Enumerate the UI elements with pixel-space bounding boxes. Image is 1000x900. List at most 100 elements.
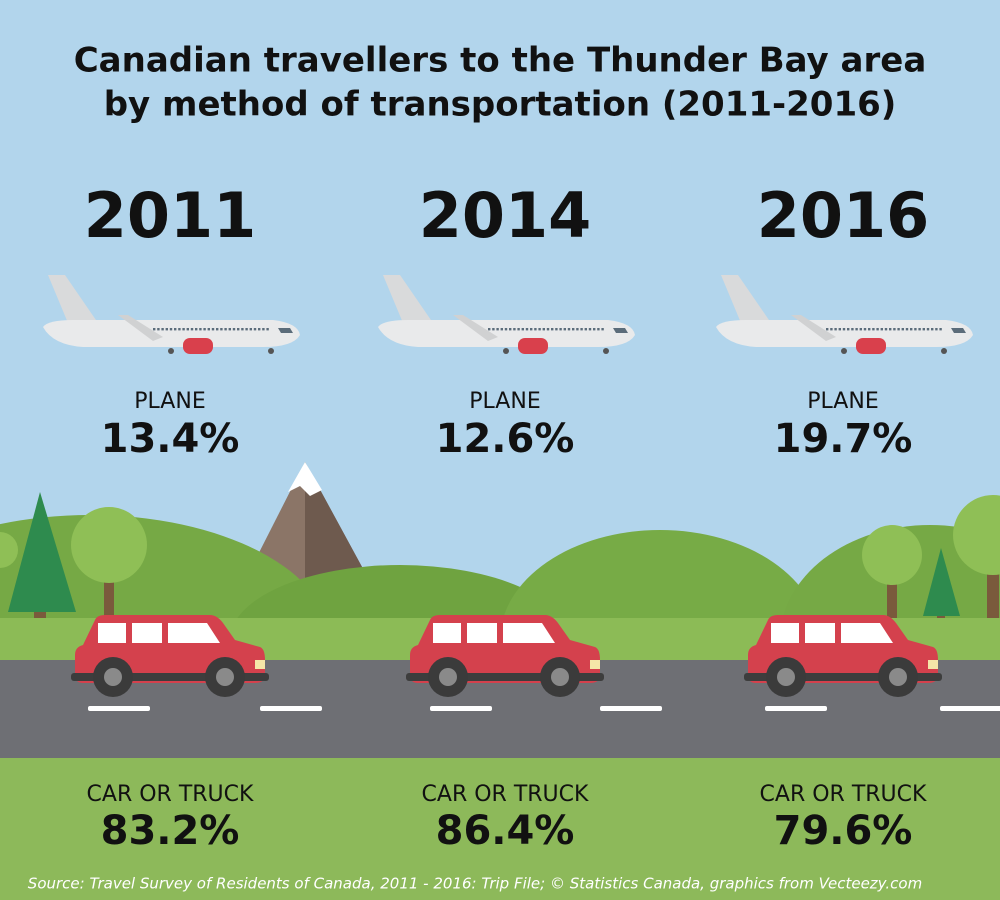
plane-window	[826, 328, 829, 331]
plane-window	[542, 328, 545, 331]
plane-wing	[118, 315, 163, 341]
plane-wheel	[503, 348, 509, 354]
plane-window	[538, 328, 541, 331]
plane-window	[203, 328, 206, 331]
plane-window	[253, 328, 257, 331]
plane-window	[868, 328, 871, 331]
plane-window	[939, 328, 942, 331]
title-line: Canadian travellers to the Thunder Bay a…	[74, 41, 927, 81]
plane	[43, 275, 300, 354]
plane-window	[847, 328, 850, 331]
car-hub	[104, 668, 122, 686]
plane-window	[525, 328, 529, 331]
car-share: 86.4%	[436, 808, 575, 854]
plane-window	[513, 328, 516, 331]
plane-window	[224, 328, 227, 331]
plane-window	[588, 328, 592, 331]
plane-body	[378, 320, 635, 347]
plane-window	[922, 328, 925, 331]
plane-window	[551, 328, 554, 331]
car-label: CAR OR TRUCK	[422, 782, 589, 807]
plane-wheel	[168, 348, 174, 354]
car-hub	[551, 668, 569, 686]
car-light	[255, 660, 265, 669]
plane-window	[500, 328, 503, 331]
plane-window	[216, 328, 219, 331]
plane-window	[195, 328, 198, 331]
plane-cockpit	[613, 328, 628, 333]
plane-tail	[48, 275, 98, 323]
plane-window	[232, 328, 236, 331]
title-line: by method of transportation (2011-2016)	[104, 85, 897, 125]
plane-window	[914, 328, 917, 331]
plane-wheel	[603, 348, 609, 354]
plane-window	[165, 328, 168, 331]
plane-engine	[183, 338, 213, 354]
plane-engine	[856, 338, 886, 354]
plane-window	[237, 328, 240, 331]
plane-window	[593, 328, 596, 331]
plane-window	[893, 328, 896, 331]
plane-window	[872, 328, 875, 331]
car	[71, 615, 269, 697]
car-hub	[439, 668, 457, 686]
plane-window	[190, 328, 194, 331]
car-window	[841, 623, 893, 643]
plane-window	[504, 328, 508, 331]
plane-window	[859, 328, 862, 331]
car-light	[928, 660, 938, 669]
plane-window	[842, 328, 846, 331]
plane-window	[178, 328, 181, 331]
plane-window	[880, 328, 883, 331]
plane-body	[43, 320, 300, 347]
plane-window	[207, 328, 210, 331]
plane-window	[576, 328, 579, 331]
plane-window	[834, 328, 837, 331]
plane-window	[855, 328, 858, 331]
plane-window	[931, 328, 934, 331]
plane-window	[496, 328, 499, 331]
car-hub	[777, 668, 795, 686]
plane-wheel	[941, 348, 947, 354]
plane-wing	[453, 315, 498, 341]
plane-window	[601, 328, 604, 331]
plane-tail	[383, 275, 433, 323]
plane-window	[266, 328, 269, 331]
plane-window	[918, 328, 921, 331]
plane-cockpit	[278, 328, 293, 333]
plane-window	[157, 328, 160, 331]
plane-window	[584, 328, 587, 331]
year: 2016	[757, 179, 930, 252]
car-window	[503, 623, 555, 643]
plane-window	[258, 328, 261, 331]
car-label: CAR OR TRUCK	[760, 782, 927, 807]
car-hub	[216, 668, 234, 686]
plane-wheel	[841, 348, 847, 354]
car-window	[132, 623, 162, 643]
car-window	[771, 623, 799, 643]
plane-window	[521, 328, 524, 331]
car-share: 79.6%	[774, 808, 913, 854]
plane-window	[572, 328, 575, 331]
plane-wheel	[268, 348, 274, 354]
plane-share: 19.7%	[774, 416, 913, 462]
plane-window	[935, 328, 938, 331]
plane-window	[153, 328, 156, 331]
plane-label: PLANE	[807, 389, 878, 414]
plane-window	[889, 328, 892, 331]
plane-window	[876, 328, 879, 331]
plane-window	[897, 328, 900, 331]
plane-window	[509, 328, 512, 331]
plane-window	[926, 328, 930, 331]
year: 2014	[419, 179, 592, 252]
car-hub	[889, 668, 907, 686]
plane-window	[245, 328, 248, 331]
plane-window	[910, 328, 913, 331]
plane-window	[174, 328, 177, 331]
car-light	[590, 660, 600, 669]
plane-window	[901, 328, 904, 331]
car-window	[805, 623, 835, 643]
plane-window	[534, 328, 537, 331]
plane-window	[492, 328, 495, 331]
plane-wing	[791, 315, 836, 341]
